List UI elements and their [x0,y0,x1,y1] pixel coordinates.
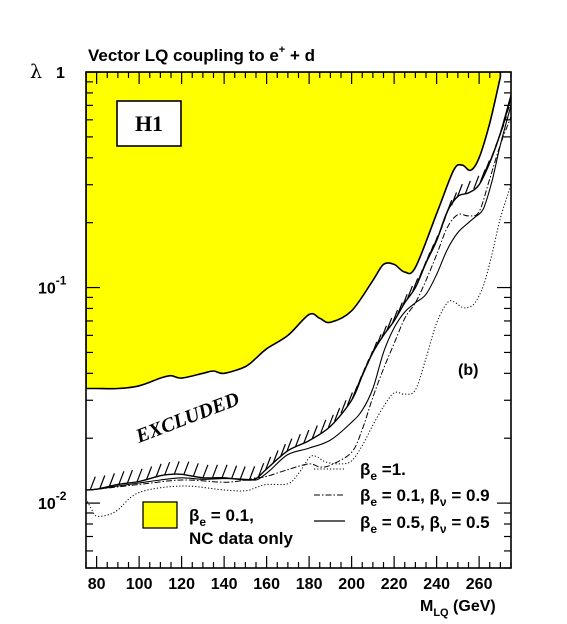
h1-label: H1 [135,111,163,136]
x-tick-label: 200 [338,576,365,593]
hatch-mark [183,461,190,475]
legend: βe =1. βe = 0.1, βν = 0.9 βe = 0.5, βν =… [142,460,490,548]
hatch-mark [303,429,310,444]
h1-box [116,100,182,147]
hatch-mark [340,400,347,414]
x-axis-label: MLQ (GeV) [420,598,496,619]
hatch-mark [346,392,353,406]
hatch-mark [294,433,301,448]
excluded-label: EXCLUDED [132,388,242,448]
hatch-mark [202,464,209,479]
hatch-mark [99,475,106,489]
hatch-mark [412,278,419,292]
hatch-mark [89,476,96,490]
legend-label-beta-e-1: βe =1. [360,460,406,483]
legend-swatch-yellow [142,501,178,529]
hatch-mark [456,183,463,198]
legend-label-beta-e-0.5: βe = 0.5, βν = 0.5 [360,513,490,536]
hatch-mark [221,464,228,479]
x-tick-label: 120 [168,576,195,593]
hatch-mark [464,180,471,195]
hatch-mark [126,469,133,484]
x-tick-label: 140 [211,576,238,593]
y-tick-label: 1 [56,65,65,82]
x-tick-label: 100 [126,576,153,593]
hatch-mark [211,464,218,479]
x-tick-label: 220 [381,576,408,593]
y-axis-ticks: 1 10-1 10-2 [38,65,511,569]
hatch-mark [265,456,272,471]
hatch-mark [320,419,327,434]
hatch-mark [249,466,256,480]
hatch-mark [192,463,199,477]
hatch-mark [173,461,180,475]
legend-label-nc: βe = 0.1, [189,506,254,529]
x-tick-label: 160 [253,576,280,593]
series-beta-e-0.5-line [86,105,511,491]
chart-title: Vector LQ coupling to e+ + d [88,44,315,65]
hatch-mark [272,450,279,464]
hatch-mark [279,443,286,458]
y-axis-label: λ [30,61,42,83]
series-beta-e-0.1-line [86,116,511,491]
series-beta-e-1-line [86,184,511,517]
hatch-mark [239,466,246,480]
subfigure-label: (b) [458,362,478,379]
hatch-mark [483,160,490,174]
hatched-boundary-line [86,95,511,491]
excluded-region-nc-fill [86,72,502,390]
y-tick-label: 10-1 [38,274,67,298]
y-tick-label: 10-2 [38,489,67,513]
x-tick-label: 80 [88,576,106,593]
x-tick-label: 180 [296,576,323,593]
hatch-mark [155,463,162,478]
hatch-mark [311,425,318,439]
hatch-mark [136,468,143,483]
hatch-mark [231,465,238,479]
x-tick-label: 240 [423,576,450,593]
hatch-mark [118,471,125,485]
hatch-mark [108,473,115,487]
hatch-mark [327,414,334,429]
hatch-mark [258,462,265,477]
hatch-mark [334,407,341,422]
legend-label-beta-e-0.1: βe = 0.1, βν = 0.9 [360,486,490,509]
hatch-mark [473,175,480,190]
x-tick-label: 260 [466,576,493,593]
hatch-mark [146,466,153,480]
hatch-mark [286,438,293,452]
legend-label-nc-line2: NC data only [189,529,293,548]
x-axis-ticks: 80 100 120 140 160 180 200 220 240 260 [85,72,512,593]
hatch-mark [164,461,171,476]
